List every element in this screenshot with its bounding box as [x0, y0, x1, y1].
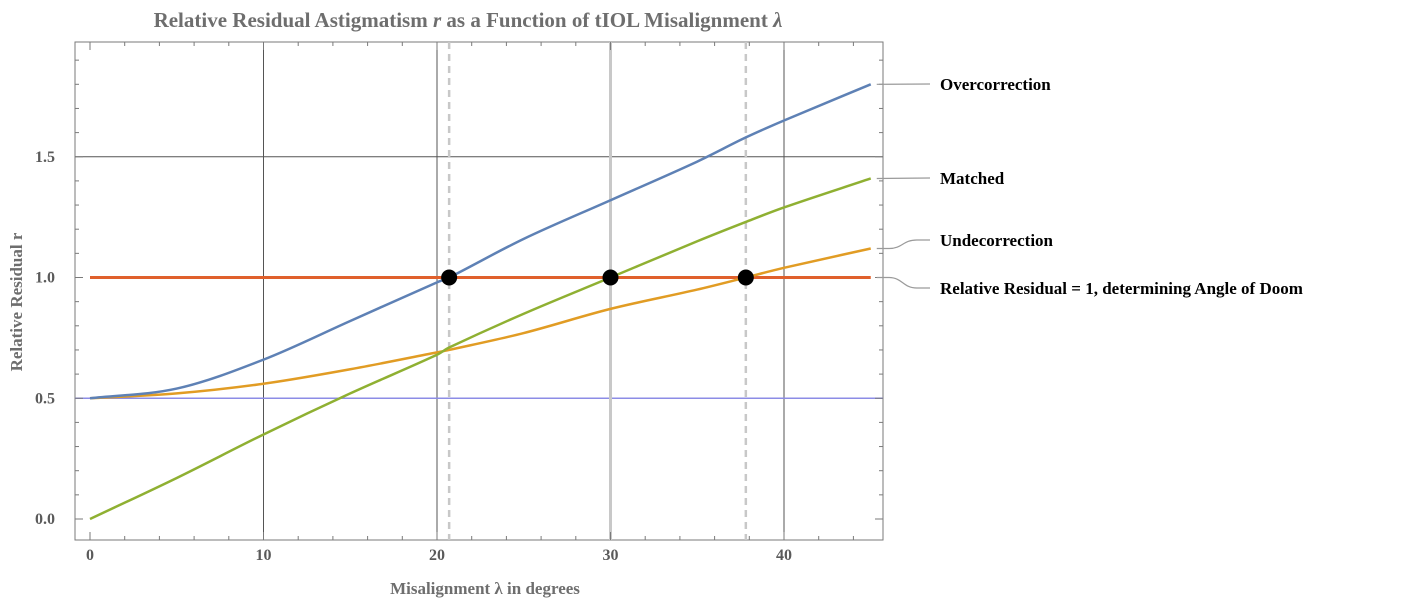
- x-tick-label: 40: [776, 547, 792, 564]
- y-tick-label: 0.5: [35, 390, 55, 407]
- y-tick-label: 0.0: [35, 511, 55, 528]
- intersection-point: [602, 269, 619, 286]
- x-tick-label: 30: [603, 547, 619, 564]
- series-line: [89, 177, 872, 521]
- intersection-point: [737, 269, 754, 286]
- legend-label: Overcorrection: [940, 75, 1051, 94]
- series-line: [89, 247, 872, 400]
- legend-label: Matched: [940, 169, 1005, 188]
- y-tick-label: 1.0: [35, 270, 55, 287]
- y-axis-label: Relative Residual r: [7, 232, 26, 371]
- intersection-point: [441, 269, 458, 286]
- y-tick-label: 1.5: [35, 149, 55, 166]
- x-tick-label: 0: [86, 547, 94, 564]
- legend-leader-line: [876, 239, 930, 250]
- x-axis-label: Misalignment λ in degrees: [390, 579, 580, 598]
- chart-title: Relative Residual Astigmatism r as a Fun…: [154, 8, 783, 32]
- x-tick-label: 20: [429, 547, 445, 564]
- series-line: [89, 83, 872, 400]
- legend-leader-line: [876, 276, 930, 289]
- legend-label: Relative Residual = 1, determining Angle…: [940, 279, 1303, 298]
- plot-frame: [74, 41, 884, 541]
- plot-area: 0 10 20 30 40 0.0 0.5 1.0 1.5 Overcorrection Match…: [35, 41, 1303, 564]
- x-tick-label: 10: [256, 547, 272, 564]
- legend-label: Undecorrection: [940, 231, 1054, 250]
